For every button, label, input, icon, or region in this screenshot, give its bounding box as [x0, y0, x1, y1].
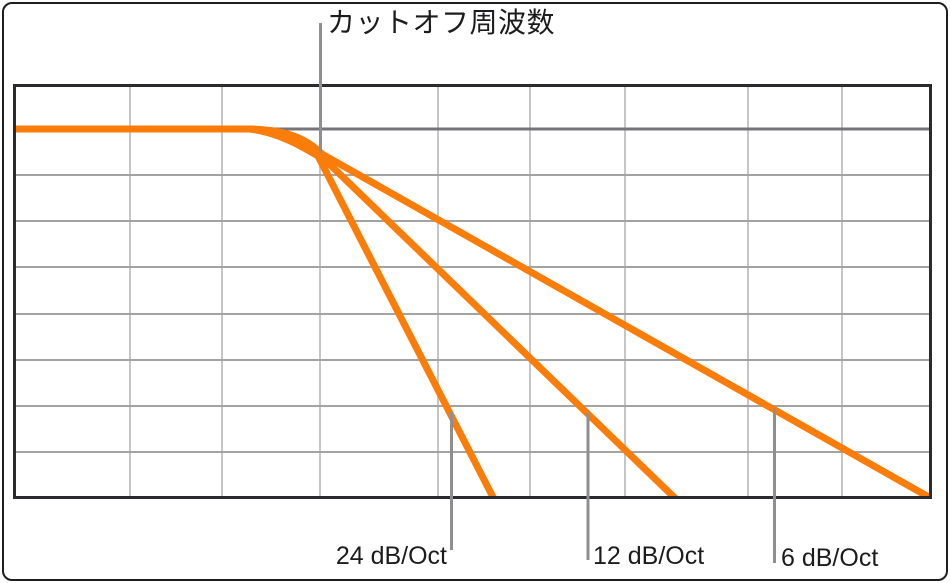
cutoff-frequency-label: カットオフ周波数: [327, 7, 556, 38]
filter-slope-curve-6db: [16, 125, 929, 497]
filter-slope-curve-24db: [16, 125, 497, 497]
slope-12db-label: 12 dB/Oct: [593, 542, 705, 570]
slope-6db-label: 6 dB/Oct: [781, 544, 879, 572]
filter-slope-curve-12db: [16, 125, 679, 497]
plot-border: [13, 84, 932, 499]
slope-24db-label: 24 dB/Oct: [335, 542, 447, 570]
